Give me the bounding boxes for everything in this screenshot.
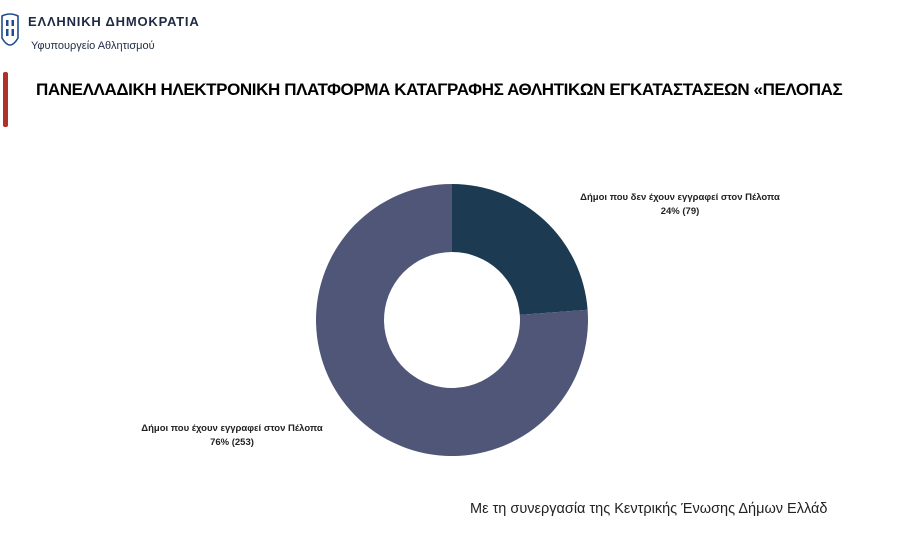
slice-label-2: Δήμοι που έχουν εγγραφεί στον Πέλοπα bbox=[141, 423, 323, 434]
donut-slice-2 bbox=[316, 184, 588, 456]
donut-slice-1 bbox=[452, 184, 588, 315]
slice-value-label-2: 76% (253) bbox=[210, 437, 254, 448]
footer-note: Με τη συνεργασία της Κεντρικής Ένωσης Δή… bbox=[470, 501, 828, 517]
page-title: ΠΑΝΕΛΛΑΔΙΚΗ ΗΛΕΚΤΡΟΝΙΚΗ ΠΛΑΤΦΟΡΜΑ ΚΑΤΑΓΡ… bbox=[36, 80, 843, 99]
slice-value-label-1: 24% (79) bbox=[661, 206, 700, 217]
slice-label-1: Δήμοι που δεν έχουν εγγραφεί στον Πέλοπα bbox=[580, 192, 780, 203]
greek-emblem-icon bbox=[0, 12, 20, 56]
accent-bar bbox=[3, 72, 8, 127]
ministry-name: Υφυπουργείο Αθλητισμού bbox=[31, 40, 155, 52]
country-name: ΕΛΛΗΝΙΚΗ ΔΗΜΟΚΡΑΤΙΑ bbox=[28, 14, 200, 29]
